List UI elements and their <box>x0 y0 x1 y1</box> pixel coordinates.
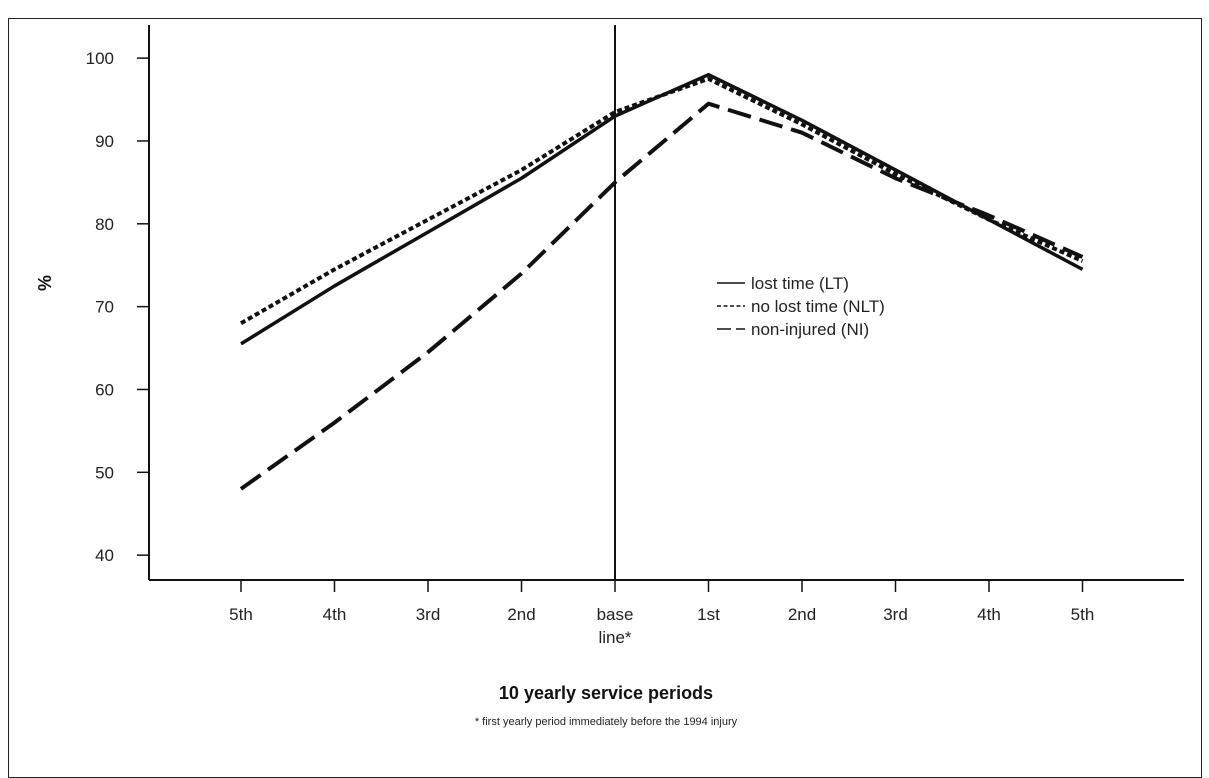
series-lines <box>239 72 1084 491</box>
x-tick-label: 4th <box>977 605 1001 624</box>
legend: lost time (LT) no lost time (NLT) non-inju… <box>717 274 885 339</box>
footnote: * first yearly period immediately before… <box>475 716 738 728</box>
y-axis-label: % <box>35 275 55 291</box>
x-tick-label: 2nd <box>788 605 816 624</box>
x-tick-label: 3rd <box>416 605 441 624</box>
x-tick-label: line* <box>598 628 631 647</box>
legend-label-3: non-injured (NI) <box>751 320 869 339</box>
series-line-2 <box>240 76 1084 325</box>
legend-label-2: no lost time (NLT) <box>751 297 885 316</box>
line-chart: 40 50 60 70 80 90 100 5th 4th 3rd 2nd base line* 1st… <box>35 25 1184 728</box>
x-tick-label: 1st <box>697 605 720 624</box>
series-line-1 <box>240 72 1084 346</box>
x-tick-label: 3rd <box>883 605 908 624</box>
x-tick-label: base <box>597 605 634 624</box>
y-tick-label: 70 <box>95 298 114 317</box>
y-tick-label: 90 <box>95 132 114 151</box>
x-tick-label: 2nd <box>507 605 535 624</box>
x-axis-title: 10 yearly service periods <box>499 683 713 703</box>
y-tick-label: 50 <box>95 463 114 482</box>
y-tick-label: 80 <box>95 215 114 234</box>
chart-frame: 40 50 60 70 80 90 100 5th 4th 3rd 2nd base line* 1st… <box>8 18 1202 778</box>
x-tick-label: 5th <box>1071 605 1095 624</box>
y-tick-label: 60 <box>95 380 114 399</box>
y-ticks: 40 50 60 70 80 90 100 <box>86 49 149 565</box>
x-tick-label: 4th <box>323 605 347 624</box>
x-tick-label: 5th <box>229 605 253 624</box>
legend-label-1: lost time (LT) <box>751 274 849 293</box>
series-line-3 <box>239 101 1084 491</box>
y-tick-label: 100 <box>86 49 114 68</box>
x-ticks: 5th 4th 3rd 2nd base line* 1st 2nd 3rd 4th 5th <box>229 580 1094 647</box>
y-tick-label: 40 <box>95 546 114 565</box>
